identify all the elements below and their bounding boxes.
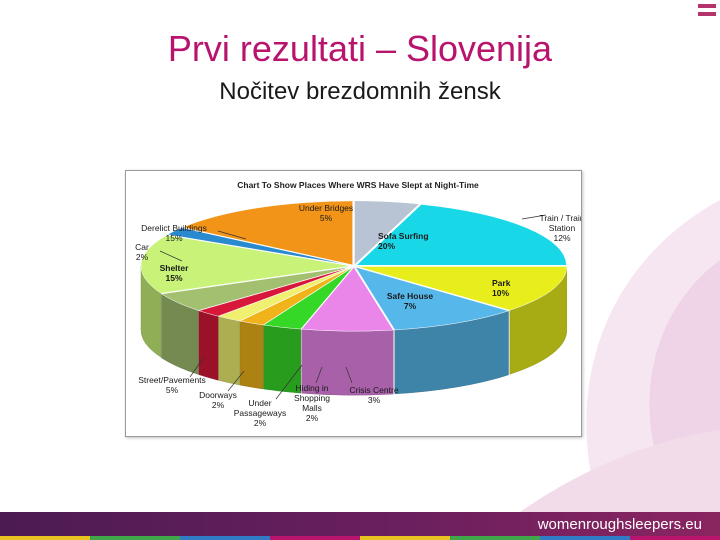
slice-label-under-bridges: Under Bridges 5% [299, 203, 353, 223]
pie-slice-doorways [198, 266, 353, 317]
leader-line-derelict-buildings [217, 230, 247, 240]
chart-title: Chart To Show Places Where WRS Have Slep… [237, 180, 479, 190]
footer-website: womenroughsleepers.eu [537, 516, 702, 533]
slice-label-park: Park 10% [492, 278, 511, 298]
slice-label-crisis-centre: Crisis Centre 3% [349, 385, 398, 405]
pie-side-hiding-in-shopping-malls [239, 320, 264, 390]
slice-label-car: Car 2% [135, 242, 149, 262]
slice-label-under-passageways: Under Passageways 2% [234, 398, 286, 428]
pie-slice-sofa-surfing [355, 204, 567, 266]
slice-label-shelter: Shelter 15% [160, 263, 190, 283]
pie-tops [140, 200, 568, 332]
pie-slice-street-pavements [160, 266, 352, 311]
slice-label-doorways: Doorways 2% [199, 390, 237, 410]
leader-line-crisis-centre [345, 366, 353, 384]
footer-bar [0, 512, 720, 540]
slide-subtitle: Nočitev brezdomnih žensk [219, 78, 501, 105]
pie-slice-derelict-buildings [181, 200, 353, 266]
pie-slice-shelter [140, 234, 352, 294]
corner-mark [698, 4, 716, 20]
leader-line-hiding-in-shopping-malls [315, 366, 323, 384]
pie-slice-crisis-centre [262, 266, 354, 330]
leader-line-doorways [227, 370, 245, 392]
pie-sides [140, 265, 567, 396]
leader-line-street-pavements [189, 356, 205, 378]
leader-line-train-train-station [521, 214, 547, 220]
slide-title: Prvi rezultati – Slovenija [167, 28, 553, 69]
pie-labels: Under Bridges 5% Sofa Surfing 20% Train / Tr… [135, 203, 581, 428]
pie-chart: Chart To Show Places Where WRS Have Slep… [135, 180, 581, 428]
slice-label-train-train-station: Train / Train Station 12% [539, 213, 581, 243]
slice-label-hiding-in-shopping-malls: Hiding in Shopping Malls 2% [294, 383, 330, 423]
leader-line-car [159, 250, 183, 262]
leader-line-under-passageways [275, 364, 303, 400]
pie-slice-train-train-station [356, 266, 568, 311]
pie-slice-under-bridges [354, 200, 420, 266]
pie-leader-lines [159, 214, 547, 400]
pie-slice-car [166, 227, 352, 266]
slice-label-derelict-buildings: Derelict Buildings 15% [141, 223, 207, 243]
slice-label-sofa-surfing: Sofa Surfing 20% [378, 231, 429, 251]
pie-chart-frame: Chart To Show Places Where WRS Have Slep… [125, 170, 582, 437]
pie-slice-park [354, 266, 510, 331]
slice-label-street-pavements: Street/Pavements 5% [138, 375, 206, 395]
pie-side-doorways [198, 310, 219, 381]
footer-color-strip [0, 536, 720, 540]
pie-slice-safe-house [301, 266, 394, 332]
slice-label-safe-house: Safe House 7% [387, 291, 434, 311]
pie-side-under-passageways [218, 316, 240, 386]
